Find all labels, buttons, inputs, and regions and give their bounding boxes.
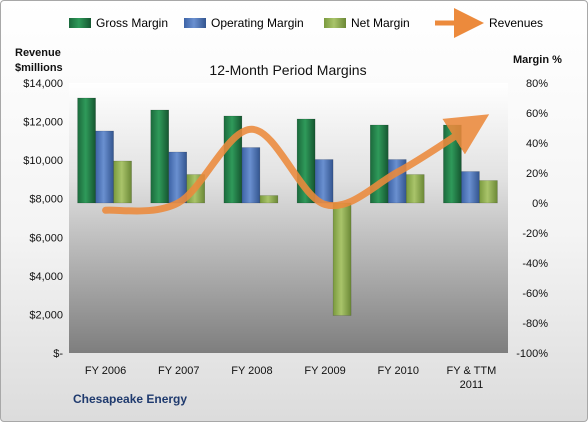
left-axis-ticks: $- $2,000 $4,000 $6,000 $8,000 $10,000 $12,000… — [23, 78, 63, 360]
left-tick-label: $12,000 — [23, 117, 63, 129]
bar-gross-margin — [77, 97, 96, 204]
category-label: FY 2010 — [378, 365, 419, 377]
bar-net-margin — [406, 174, 425, 204]
left-tick-label: $4,000 — [29, 271, 63, 283]
right-tick-label: -20% — [522, 228, 548, 240]
legend-label-net: Net Margin — [351, 16, 410, 30]
legend-label-gross: Gross Margin — [96, 16, 168, 30]
revenue-line-group — [102, 114, 490, 215]
left-axis-title-line2: $millions — [15, 62, 63, 74]
legend-swatch-gross — [69, 18, 91, 28]
left-tick-label: $6,000 — [29, 232, 63, 244]
right-tick-label: -40% — [522, 258, 548, 270]
right-tick-label: 40% — [526, 138, 548, 150]
left-axis-title-line1: Revenue — [15, 47, 61, 59]
legend-label-operating: Operating Margin — [211, 16, 304, 30]
bar-net-margin — [113, 160, 132, 204]
right-tick-label: 20% — [526, 168, 548, 180]
left-tick-label: $- — [53, 348, 63, 360]
bar-operating-margin — [241, 147, 261, 204]
bar-operating-margin — [95, 130, 114, 204]
revenues-line — [102, 114, 490, 215]
right-tick-label: -100% — [516, 348, 548, 360]
company-name: Chesapeake Energy — [73, 392, 187, 406]
bar-gross-margin — [223, 115, 243, 204]
left-tick-label: $14,000 — [23, 78, 63, 90]
legend-swatch-net — [324, 18, 346, 28]
category-label: FY 2009 — [304, 365, 345, 377]
legend-swatch-operating — [184, 18, 206, 28]
left-tick-label: $10,000 — [23, 155, 63, 167]
right-tick-label: -60% — [522, 288, 548, 300]
category-labels: FY 2006 FY 2007 FY 2008 FY 2009 FY 2010 FY & … — [85, 365, 496, 391]
category-label: FY 2008 — [231, 365, 272, 377]
bar-net-margin — [332, 202, 352, 316]
left-tick-label: $2,000 — [29, 309, 63, 321]
bars — [77, 97, 498, 316]
category-label: FY & TTM 2011 — [447, 365, 497, 391]
right-tick-label: -80% — [522, 318, 548, 330]
chart-title: 12-Month Period Margins — [209, 62, 366, 78]
category-label: FY 2007 — [158, 365, 199, 377]
right-tick-label: 80% — [526, 78, 548, 90]
left-tick-label: $8,000 — [29, 194, 63, 206]
bar-gross-margin — [150, 109, 169, 204]
bar-operating-margin — [461, 171, 480, 204]
bar-net-margin — [479, 180, 498, 204]
bar-net-margin — [259, 195, 279, 204]
legend: Gross Margin Operating Margin Net Margin… — [69, 8, 543, 38]
right-axis-title: Margin % — [513, 54, 562, 66]
plot-area — [69, 83, 508, 353]
legend-label-revenues: Revenues — [489, 16, 543, 30]
right-tick-label: 60% — [526, 108, 548, 120]
right-axis-ticks: -100% -80% -60% -40% -20% 0% 20% 40% 60% 80% — [516, 78, 548, 360]
category-label: FY 2006 — [85, 365, 126, 377]
right-tick-label: 0% — [532, 198, 548, 210]
